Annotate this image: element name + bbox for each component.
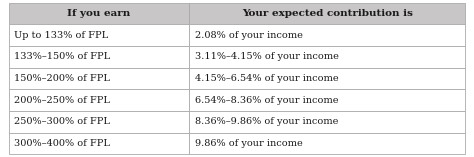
Bar [189,89,465,111]
Text: 200%–250% of FPL: 200%–250% of FPL [14,96,110,105]
Text: 150%–200% of FPL: 150%–200% of FPL [14,74,110,83]
Bar [189,24,465,46]
Bar [189,46,465,68]
Bar [189,133,465,154]
Text: 3.11%–4.15% of your income: 3.11%–4.15% of your income [195,52,338,61]
Text: 300%–400% of FPL: 300%–400% of FPL [14,139,110,148]
Text: 9.86% of your income: 9.86% of your income [195,139,302,148]
Bar [9,24,189,46]
Bar [189,3,465,24]
Bar [9,46,189,68]
Bar [189,111,465,133]
Bar [9,111,189,133]
Text: 133%–150% of FPL: 133%–150% of FPL [14,52,110,61]
Text: 4.15%–6.54% of your income: 4.15%–6.54% of your income [195,74,338,83]
Bar [9,3,189,24]
Bar [9,133,189,154]
Text: 250%–300% of FPL: 250%–300% of FPL [14,117,110,126]
Text: 2.08% of your income: 2.08% of your income [195,31,302,40]
Text: 8.36%–9.86% of your income: 8.36%–9.86% of your income [195,117,338,126]
Text: Your expected contribution is: Your expected contribution is [242,9,413,18]
Bar [9,68,189,89]
Bar [9,89,189,111]
Bar [189,68,465,89]
Text: Up to 133% of FPL: Up to 133% of FPL [14,31,109,40]
Text: 6.54%–8.36% of your income: 6.54%–8.36% of your income [195,96,338,105]
Text: If you earn: If you earn [67,9,130,18]
